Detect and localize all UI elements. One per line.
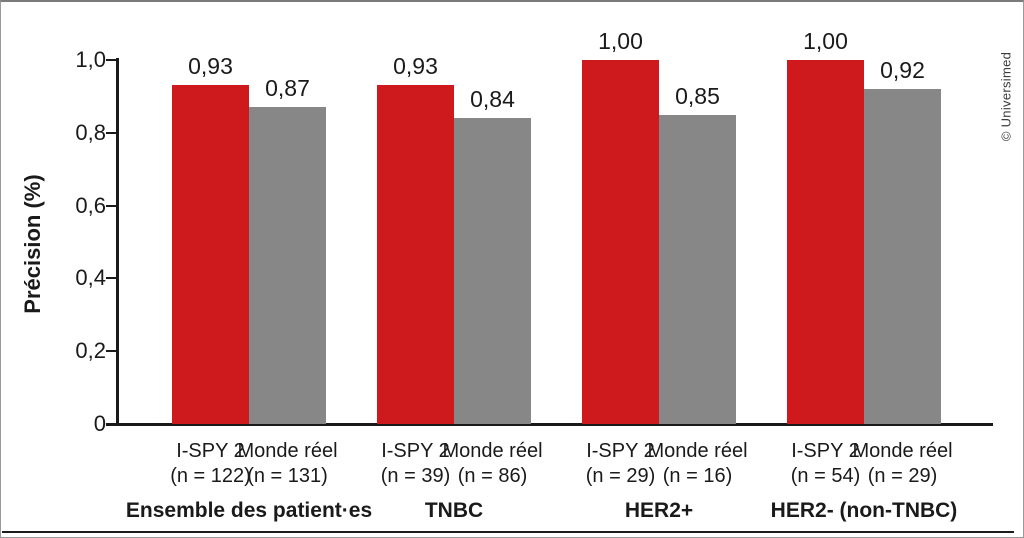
group-label: HER2+ <box>624 499 694 522</box>
bar-value-label: 0,92 <box>880 57 925 83</box>
bar-n-label: (n = 122) <box>170 465 251 487</box>
y-axis-line <box>116 58 119 425</box>
bar-n-label: (n = 86) <box>457 465 528 487</box>
bar-value-label: 0,84 <box>470 86 515 112</box>
y-tick-mark <box>106 204 118 207</box>
bar-ispy2 <box>787 60 864 424</box>
bar-monde-reel <box>659 115 736 424</box>
y-tick-label: 0,2 <box>75 338 106 364</box>
y-tick-label: 0 <box>93 411 106 436</box>
group-label: HER2- (non-TNBC) <box>770 499 958 522</box>
y-tick-mark <box>106 350 118 353</box>
y-tick-mark <box>106 423 118 425</box>
bar-ispy2 <box>172 85 249 424</box>
bar-series-label: Monde réel <box>852 440 953 462</box>
group-label: TNBC <box>424 499 484 522</box>
y-tick-label: 0,4 <box>75 265 106 291</box>
y-tick-mark <box>106 59 118 61</box>
bar-series-label: I-SPY 2 <box>586 440 655 462</box>
bar-n-label: (n = 131) <box>247 465 328 487</box>
copyright-credit: © Universimed <box>998 51 1014 142</box>
bar-value-label: 0,93 <box>393 53 438 79</box>
bar-value-label: 1,00 <box>803 28 848 54</box>
bar-series-label: Monde réel <box>442 440 543 462</box>
bar-n-label: (n = 39) <box>380 465 451 487</box>
y-tick-label: 0,6 <box>75 192 106 218</box>
bar-series-label: I-SPY 2 <box>381 440 450 462</box>
y-tick-mark <box>106 277 118 280</box>
group-label: Ensemble des patient·es <box>125 499 373 522</box>
bar-monde-reel <box>454 118 531 424</box>
bar-series-label: Monde réel <box>647 440 748 462</box>
y-tick-label: 1,0 <box>75 47 106 72</box>
y-tick-label: 0,8 <box>75 119 106 145</box>
x-axis-baseline <box>106 423 993 426</box>
bar-n-label: (n = 54) <box>790 465 861 487</box>
bar-value-label: 1,00 <box>598 28 643 54</box>
bar-n-label: (n = 29) <box>585 465 656 487</box>
bar-monde-reel <box>249 107 326 424</box>
y-axis-title: Précision (%) <box>20 174 45 314</box>
bar-n-label: (n = 16) <box>662 465 733 487</box>
bar-n-label: (n = 29) <box>867 465 938 487</box>
bar-series-label: I-SPY 2 <box>791 440 860 462</box>
bar-monde-reel <box>864 89 941 424</box>
bottom-rule <box>2 531 1014 533</box>
bar-value-label: 0,93 <box>188 53 233 79</box>
bar-value-label: 0,85 <box>675 83 720 109</box>
bar-ispy2 <box>377 85 454 424</box>
bar-series-label: Monde réel <box>237 440 338 462</box>
bar-series-label: I-SPY 2 <box>176 440 245 462</box>
bar-ispy2 <box>582 60 659 424</box>
y-tick-mark <box>106 131 118 134</box>
bar-value-label: 0,87 <box>265 75 310 101</box>
